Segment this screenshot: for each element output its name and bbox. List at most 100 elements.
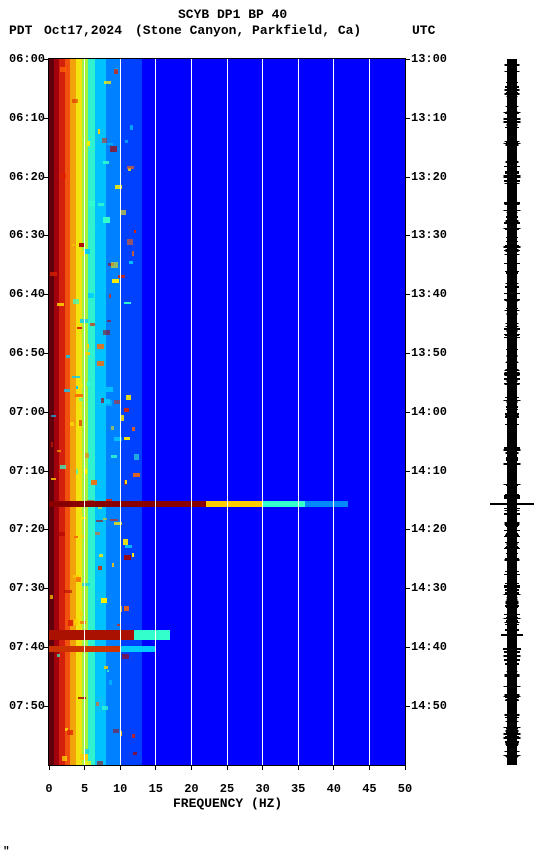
spec-noise bbox=[103, 217, 110, 223]
seis-fuzz bbox=[504, 574, 520, 575]
spec-noise bbox=[103, 161, 109, 164]
spec-noise bbox=[129, 261, 133, 263]
ytick-mark bbox=[44, 471, 49, 472]
date-label: Oct17,2024 bbox=[44, 23, 122, 38]
seis-fuzz bbox=[504, 378, 520, 380]
ytick-mark bbox=[405, 118, 410, 119]
spec-noise bbox=[121, 210, 126, 216]
spec-noise bbox=[133, 752, 137, 755]
seis-fuzz bbox=[506, 744, 518, 746]
ytick-mark bbox=[44, 529, 49, 530]
ytick-mark bbox=[405, 706, 410, 707]
spec-noise bbox=[64, 389, 69, 392]
ytick-mark bbox=[44, 647, 49, 648]
seis-fuzz bbox=[504, 513, 520, 515]
seis-fuzz bbox=[505, 700, 519, 701]
seis-event bbox=[503, 648, 521, 650]
spec-noise bbox=[68, 620, 73, 626]
gridline bbox=[120, 59, 121, 765]
spec-noise bbox=[50, 595, 54, 599]
gridline bbox=[191, 59, 192, 765]
seis-fuzz bbox=[506, 241, 518, 242]
seis-fuzz bbox=[507, 223, 518, 224]
spec-noise bbox=[85, 249, 90, 254]
spec-noise bbox=[111, 262, 118, 268]
seis-fuzz bbox=[506, 533, 518, 535]
seis-fuzz bbox=[505, 510, 520, 511]
ytick-right-label: 13:10 bbox=[411, 111, 453, 125]
spec-noise bbox=[89, 201, 94, 206]
seis-fuzz bbox=[505, 64, 520, 66]
seis-fuzz bbox=[505, 558, 519, 560]
spec-noise bbox=[76, 577, 80, 582]
seis-fuzz bbox=[506, 406, 518, 408]
ytick-mark bbox=[44, 177, 49, 178]
seis-fuzz bbox=[505, 71, 520, 72]
seis-fuzz bbox=[507, 274, 517, 276]
spec-noise bbox=[122, 654, 129, 660]
xtick-mark bbox=[155, 765, 156, 770]
spec-noise bbox=[125, 545, 132, 548]
spec-noise bbox=[109, 680, 112, 685]
seismogram-trace bbox=[490, 59, 534, 765]
xtick-mark bbox=[369, 765, 370, 770]
seis-fuzz bbox=[504, 250, 520, 251]
ytick-mark bbox=[405, 353, 410, 354]
spec-noise bbox=[110, 146, 117, 151]
gridline bbox=[262, 59, 263, 765]
seis-fuzz bbox=[506, 409, 518, 410]
seis-fuzz bbox=[504, 618, 521, 619]
spec-noise bbox=[72, 244, 75, 246]
seis-fuzz bbox=[505, 286, 519, 288]
seis-fuzz bbox=[506, 323, 519, 324]
spec-band bbox=[88, 59, 95, 765]
spec-noise bbox=[66, 355, 70, 358]
spec-noise bbox=[90, 323, 95, 326]
seis-fuzz bbox=[505, 741, 519, 743]
spec-noise bbox=[80, 384, 82, 387]
spec-noise bbox=[67, 730, 72, 735]
ytick-left-label: 06:00 bbox=[3, 52, 45, 66]
seis-fuzz bbox=[507, 143, 518, 145]
timezone-right-label: UTC bbox=[412, 23, 435, 38]
seis-fuzz bbox=[505, 416, 519, 418]
seis-fuzz bbox=[507, 380, 518, 382]
seis-fuzz bbox=[506, 721, 519, 722]
spec-noise bbox=[123, 539, 128, 545]
spec-event bbox=[305, 501, 348, 507]
seis-fuzz bbox=[506, 221, 518, 222]
seis-fuzz bbox=[505, 310, 520, 311]
ytick-mark bbox=[44, 353, 49, 354]
ytick-right-label: 14:50 bbox=[411, 699, 453, 713]
seis-fuzz bbox=[506, 485, 518, 486]
spec-noise bbox=[107, 670, 109, 672]
seis-fuzz bbox=[504, 202, 520, 204]
spec-noise bbox=[111, 426, 114, 429]
seis-fuzz bbox=[506, 175, 519, 177]
spec-noise bbox=[102, 706, 108, 710]
xtick-label: 20 bbox=[184, 782, 198, 796]
spec-noise bbox=[59, 174, 66, 179]
ytick-left-label: 06:20 bbox=[3, 170, 45, 184]
seis-fuzz bbox=[507, 614, 517, 615]
seis-fuzz bbox=[506, 457, 518, 459]
spec-noise bbox=[98, 203, 104, 206]
ytick-mark bbox=[44, 59, 49, 60]
spec-noise bbox=[132, 427, 135, 431]
spectrogram-page: SCYB DP1 BP 40 PDT Oct17,2024 (Stone Can… bbox=[0, 0, 552, 864]
spec-noise bbox=[101, 598, 107, 603]
spec-event bbox=[120, 646, 156, 652]
seis-fuzz bbox=[504, 651, 520, 653]
spec-noise bbox=[124, 408, 129, 412]
spec-noise bbox=[95, 224, 97, 229]
ytick-right-label: 13:50 bbox=[411, 346, 453, 360]
title-station: SCYB DP1 BP 40 bbox=[178, 7, 287, 22]
spectrogram-plot bbox=[49, 59, 405, 765]
ytick-left-label: 07:20 bbox=[3, 522, 45, 536]
seis-fuzz bbox=[506, 82, 518, 83]
spec-noise bbox=[76, 386, 78, 389]
seis-fuzz bbox=[505, 372, 520, 373]
spec-noise bbox=[132, 553, 134, 557]
spec-noise bbox=[80, 621, 87, 624]
seis-fuzz bbox=[504, 463, 521, 465]
